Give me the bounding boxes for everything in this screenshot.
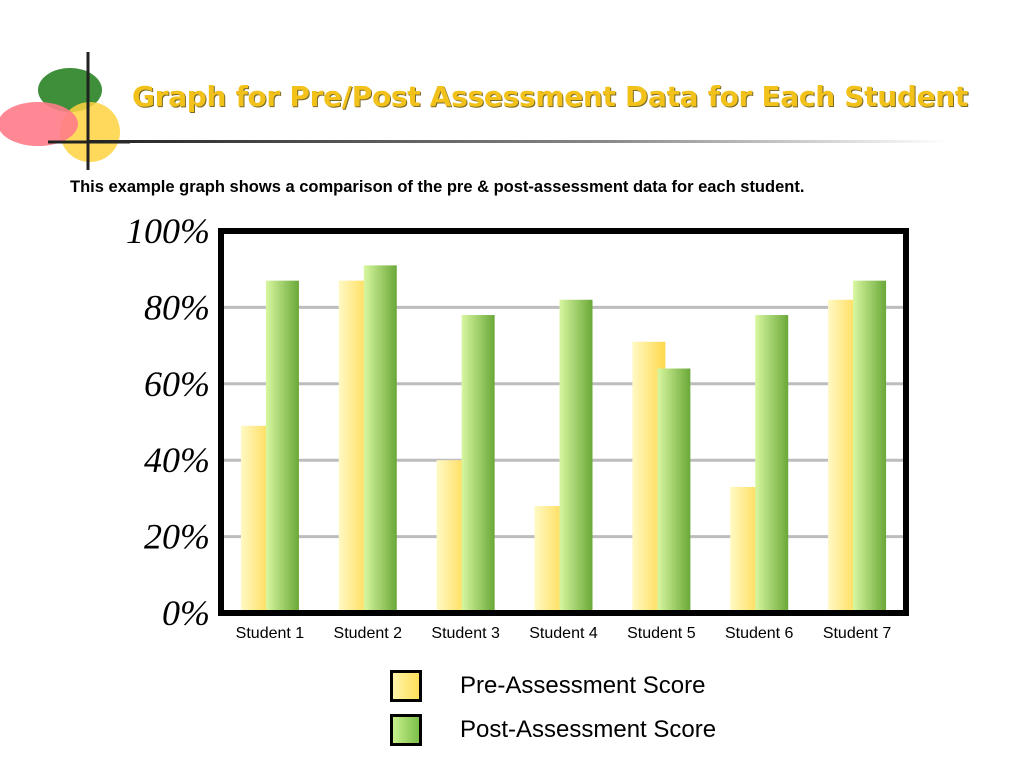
- x-tick-label: Student 1: [236, 625, 305, 642]
- y-tick-label: 100%: [126, 211, 210, 251]
- post-assessment-bar: [559, 299, 593, 613]
- legend-item-post: Post-Assessment Score: [390, 708, 716, 752]
- pre-assessment-swatch-icon: [390, 670, 422, 702]
- post-assessment-bar: [657, 368, 691, 613]
- pink-ellipse-shape: [0, 102, 78, 146]
- post-assessment-bar: [755, 315, 789, 613]
- post-assessment-bar: [853, 280, 887, 613]
- y-tick-label: 60%: [144, 364, 210, 404]
- y-tick-label: 40%: [144, 440, 210, 480]
- legend: Pre-Assessment Score Post-Assessment Sco…: [390, 664, 716, 752]
- x-tick-label: Student 7: [823, 625, 892, 642]
- y-axis-ticks: 0% 20% 40% 60% 80% 100%: [126, 211, 210, 633]
- y-tick-label: 0%: [162, 593, 210, 633]
- legend-label-post: Post-Assessment Score: [460, 716, 717, 743]
- x-tick-label: Student 6: [725, 625, 794, 642]
- legend-item-pre: Pre-Assessment Score: [390, 664, 716, 708]
- post-assessment-bar: [363, 265, 397, 613]
- y-tick-label: 20%: [144, 517, 210, 557]
- page-subtitle: This example graph shows a comparison of…: [70, 178, 805, 196]
- plot-frame: [218, 228, 909, 616]
- post-assessment-bar: [265, 280, 299, 613]
- bars: [240, 265, 887, 613]
- x-tick-label: Student 3: [431, 625, 500, 642]
- decorative-logo: [0, 52, 130, 170]
- page-title: Graph for Pre/Post Assessment Data for E…: [132, 80, 969, 113]
- green-leaf-shape: [38, 68, 102, 112]
- x-tick-label: Student 4: [529, 625, 598, 642]
- y-tick-label: 80%: [144, 287, 210, 327]
- x-tick-label: Student 2: [334, 625, 403, 642]
- post-assessment-bar: [461, 315, 495, 613]
- title-underline: [88, 140, 948, 143]
- x-tick-label: Student 5: [627, 625, 696, 642]
- post-assessment-swatch-icon: [390, 714, 422, 746]
- x-axis-ticks: Student 1 Student 2 Student 3 Student 4 Stud…: [236, 625, 892, 642]
- legend-label-pre: Pre-Assessment Score: [460, 672, 706, 699]
